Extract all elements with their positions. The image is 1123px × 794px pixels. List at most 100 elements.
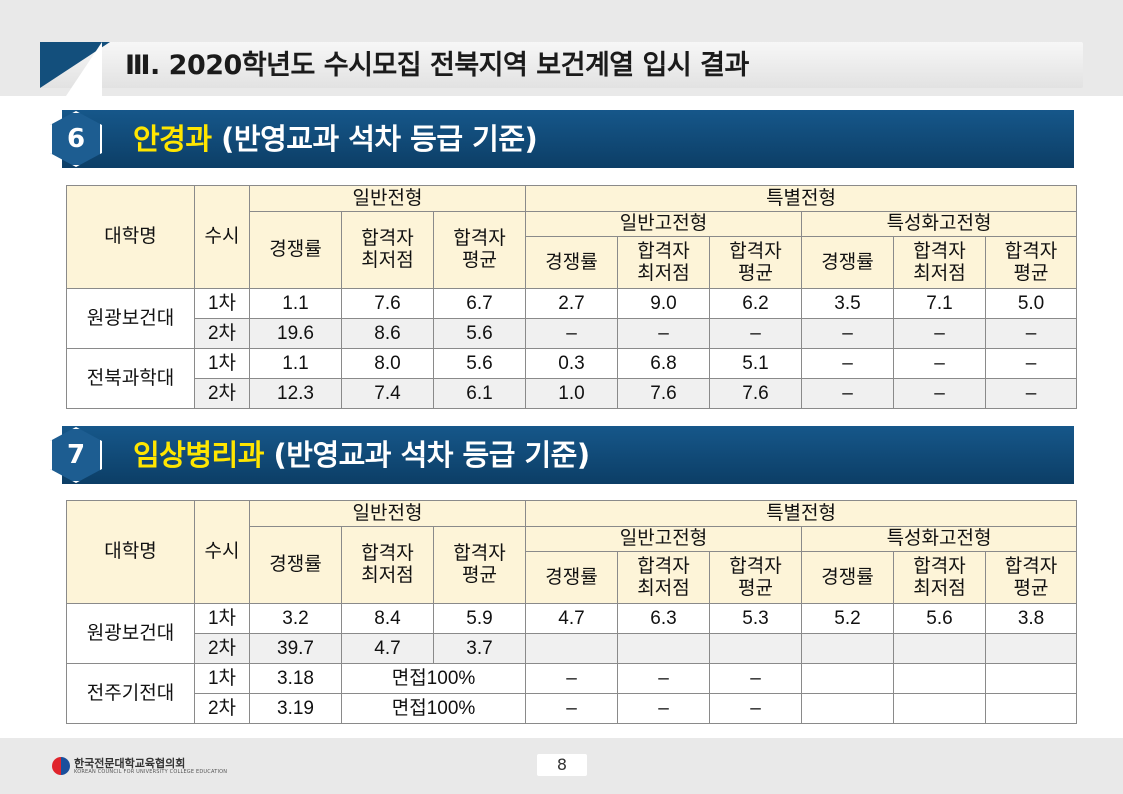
table-row: 2차 12.3 7.4 6.1 1.0 7.6 7.6 – – – — [67, 378, 1078, 409]
council-name: 한국전문대학교육협의회 — [74, 757, 186, 770]
general-hs-min-score: – — [617, 663, 710, 694]
specialized-hs-avg-score: – — [984, 348, 1078, 379]
general-hs-competition: – — [525, 663, 618, 694]
results-table-6: 대학명 수시 일반전형 특별전형 경쟁률 합격자 최저점 합격자 평균 일반고전… — [66, 185, 1078, 409]
criteria-text: (반영교과 석차 등급 기준) — [221, 122, 538, 156]
general-hs-avg-score: 6.2 — [709, 288, 802, 319]
general-hs-min-score: 7.6 — [617, 378, 710, 409]
department-name: 임상병리과 — [133, 438, 264, 472]
general-min-score: 8.0 — [341, 348, 434, 379]
header-susi: 수시 — [194, 185, 250, 289]
specialized-hs-competition: – — [801, 318, 894, 349]
general-hs-competition: – — [525, 318, 618, 349]
page-curl-decoration — [62, 42, 102, 102]
round-label: 2차 — [194, 633, 250, 664]
header-general: 일반전형 — [249, 500, 526, 527]
general-min-score: 8.4 — [341, 603, 434, 634]
interview-note: 면접100% — [341, 693, 526, 724]
specialized-hs-avg-score — [984, 693, 1078, 724]
university-name: 전북과학대 — [66, 348, 195, 409]
header-avg-score: 합격자 평균 — [984, 551, 1078, 604]
header-avg-score: 합격자 평균 — [433, 211, 526, 289]
round-label: 1차 — [194, 663, 250, 694]
general-competition: 1.1 — [249, 288, 342, 319]
council-logo-icon — [52, 757, 70, 775]
general-hs-avg-score — [709, 633, 802, 664]
section-badge-7 — [50, 427, 102, 483]
general-avg-score: 5.6 — [433, 348, 526, 379]
general-hs-min-score — [617, 633, 710, 664]
specialized-hs-competition — [801, 693, 894, 724]
table-row: 2차 19.6 8.6 5.6 – – – – – – — [67, 318, 1078, 349]
header-general-hs: 일반고전형 — [525, 211, 802, 237]
specialized-hs-avg-score: – — [984, 378, 1078, 409]
header-university: 대학명 — [66, 185, 195, 289]
page-title: Ⅲ. 2020학년도 수시모집 전북지역 보건계열 입시 결과 — [125, 50, 749, 81]
header-min-score: 합격자 최저점 — [341, 526, 434, 604]
general-competition: 3.19 — [249, 693, 342, 724]
header-specialized-hs: 특성화고전형 — [800, 526, 1078, 552]
specialized-hs-avg-score: 5.0 — [984, 288, 1078, 319]
header-min-score: 합격자 최저점 — [893, 551, 986, 604]
specialized-hs-avg-score — [984, 663, 1078, 694]
table-row: 전주기전대 1차 3.18 면접100% – – – — [66, 663, 1078, 724]
header-special: 특별전형 — [524, 500, 1078, 527]
header-min-score: 합격자 최저점 — [617, 551, 710, 604]
general-hs-min-score: 6.8 — [617, 348, 710, 379]
interview-note: 면접100% — [341, 663, 526, 694]
specialized-hs-competition — [801, 663, 894, 694]
round-label: 2차 — [194, 318, 250, 349]
header-avg-score: 합격자 평균 — [433, 526, 526, 604]
specialized-hs-min-score — [893, 633, 986, 664]
general-avg-score: 5.9 — [433, 603, 526, 634]
general-avg-score: 6.1 — [433, 378, 526, 409]
council-english-name: KOREAN COUNCIL FOR UNIVERSITY COLLEGE ED… — [74, 769, 228, 775]
general-hs-competition: 0.3 — [525, 348, 618, 379]
general-competition: 39.7 — [249, 633, 342, 664]
general-hs-avg-score: – — [709, 693, 802, 724]
university-name: 원광보건대 — [66, 603, 195, 664]
general-competition: 3.2 — [249, 603, 342, 634]
section-number-7: 7 — [66, 440, 86, 470]
specialized-hs-avg-score: – — [984, 318, 1078, 349]
header-competition: 경쟁률 — [525, 236, 618, 289]
general-hs-avg-score: 5.1 — [709, 348, 802, 379]
general-avg-score: 5.6 — [433, 318, 526, 349]
header-avg-score: 합격자 평균 — [709, 236, 802, 289]
header-special: 특별전형 — [524, 185, 1078, 212]
specialized-hs-competition — [801, 633, 894, 664]
table-row: 원광보건대 1차 3.2 8.4 5.9 4.7 6.3 5.3 5.2 5.6… — [66, 603, 1078, 664]
header-avg-score: 합격자 평균 — [709, 551, 802, 604]
header-university: 대학명 — [66, 500, 195, 604]
specialized-hs-min-score: – — [893, 348, 986, 379]
criteria-text: (반영교과 석차 등급 기준) — [273, 438, 591, 472]
round-label: 1차 — [194, 288, 250, 319]
round-label: 1차 — [194, 603, 250, 634]
header-specialized-hs: 특성화고전형 — [800, 211, 1078, 237]
general-hs-min-score: – — [617, 693, 710, 724]
specialized-hs-competition: – — [801, 378, 894, 409]
general-min-score: 4.7 — [341, 633, 434, 664]
university-name: 원광보건대 — [66, 288, 195, 349]
table-row: 원광보건대 1차 1.1 7.6 6.7 2.7 9.0 6.2 3.5 7.1… — [66, 288, 1078, 349]
specialized-hs-avg-score: 3.8 — [984, 603, 1078, 634]
round-label: 2차 — [194, 378, 250, 409]
header-competition: 경쟁률 — [801, 551, 894, 604]
specialized-hs-min-score: – — [893, 318, 986, 349]
general-hs-competition: – — [525, 693, 618, 724]
specialized-hs-min-score: 5.6 — [893, 603, 986, 634]
round-label: 2차 — [194, 693, 250, 724]
general-hs-min-score: – — [617, 318, 710, 349]
general-hs-competition: 1.0 — [525, 378, 618, 409]
section-number-6: 6 — [66, 124, 86, 154]
header-min-score: 합격자 최저점 — [893, 236, 986, 289]
specialized-hs-competition: 3.5 — [801, 288, 894, 319]
specialized-hs-competition: – — [801, 348, 894, 379]
general-competition: 12.3 — [249, 378, 342, 409]
header-susi: 수시 — [194, 500, 250, 604]
general-hs-competition — [525, 633, 618, 664]
general-hs-min-score: 9.0 — [617, 288, 710, 319]
header-competition: 경쟁률 — [801, 236, 894, 289]
general-min-score: 8.6 — [341, 318, 434, 349]
header-competition: 경쟁률 — [525, 551, 618, 604]
